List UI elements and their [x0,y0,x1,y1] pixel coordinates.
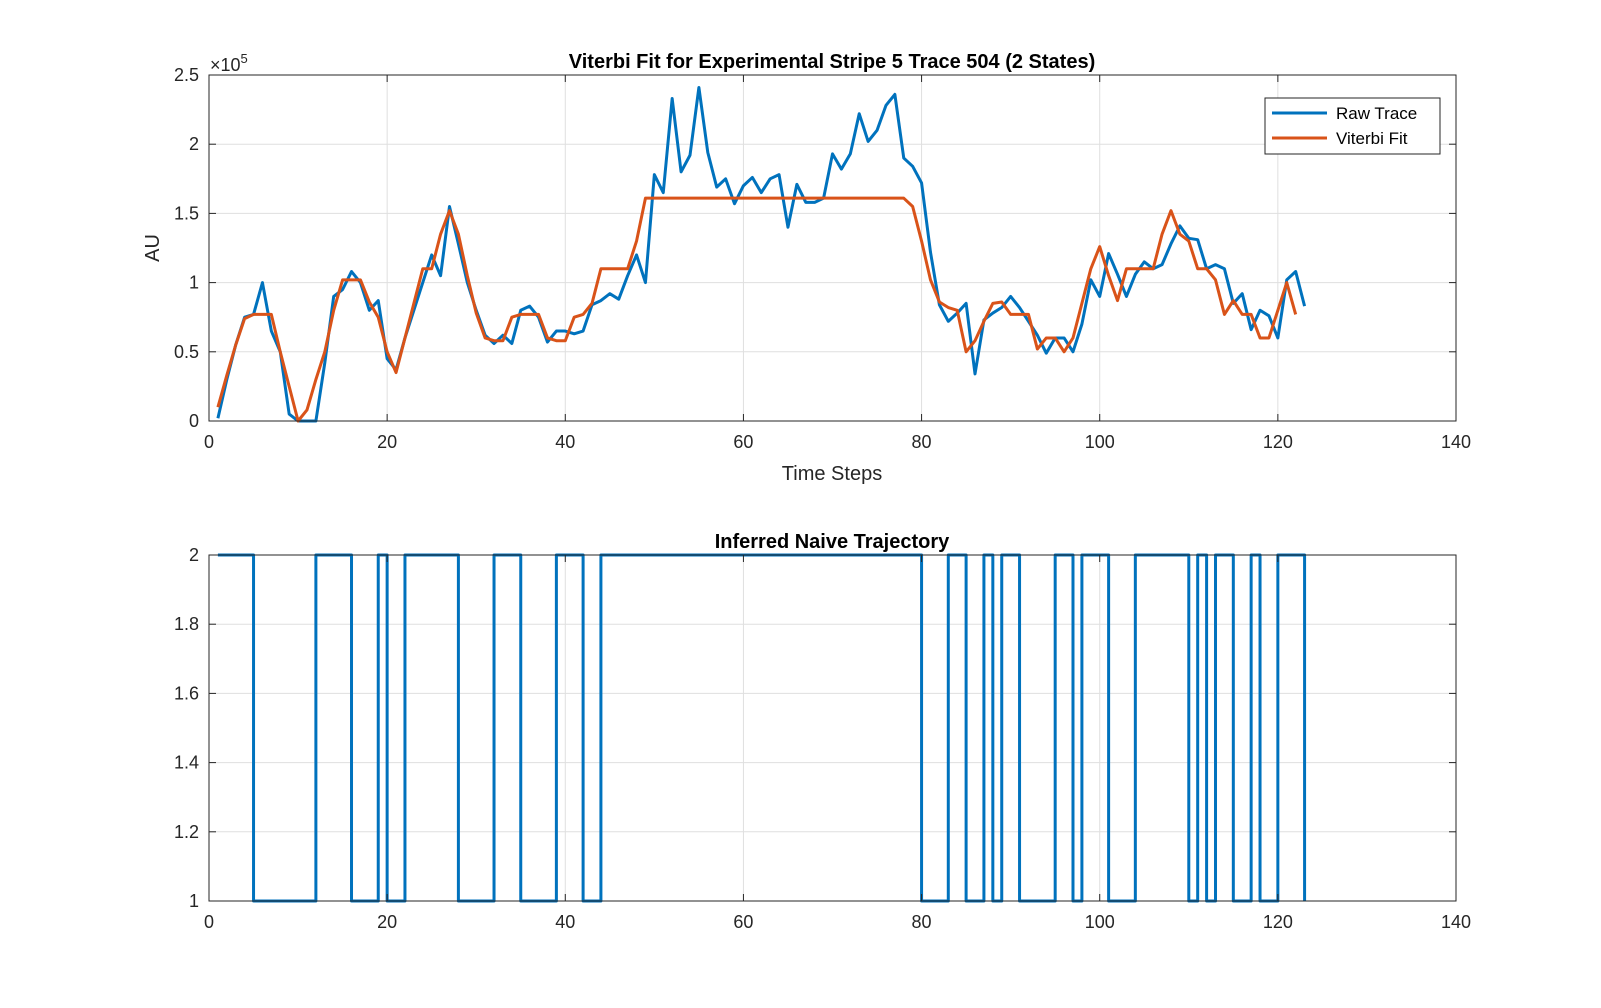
bottom-x-tick-label: 120 [1263,912,1293,932]
top-y-tick-label: 0 [189,411,199,431]
bottom-y-tick-label: 2 [189,545,199,565]
top-y-axis-label: AU [142,234,164,262]
bottom-x-tick-label: 140 [1441,912,1471,932]
top-x-tick-label: 0 [204,432,214,452]
bottom-x-tick-label: 60 [733,912,753,932]
top-x-tick-label: 140 [1441,432,1471,452]
bottom-axes-box [208,554,1457,902]
top-x-tick-label: 80 [912,432,932,452]
bottom-x-tick-label: 40 [555,912,575,932]
legend-box [1264,97,1441,155]
y-exponent-base: ×10 [210,55,241,75]
top-x-tick-label: 40 [555,432,575,452]
y-exponent-power: 5 [241,51,248,66]
top-x-tick-label: 120 [1263,432,1293,452]
top-y-tick-label: 2 [189,134,199,154]
bottom-y-tick-label: 1.8 [174,614,199,634]
bottom-y-tick-label: 1.4 [174,753,199,773]
top-ticks: 0 20 40 60 80 100 120 140 0 0.5 1 1.5 2 2.5 [174,65,1471,452]
legend-label-viterbi-fit: Viterbi Fit [1336,129,1408,148]
top-y-tick-label: 2.5 [174,65,199,85]
bottom-x-tick-label: 80 [912,912,932,932]
bottom-x-tick-label: 20 [377,912,397,932]
y-exponent-label: ×105 [210,51,248,75]
top-chart-title: Viterbi Fit for Experimental Stripe 5 Tr… [569,51,1096,73]
bottom-y-tick-label: 1 [189,891,199,911]
bottom-y-tick-label: 1.6 [174,683,199,703]
bottom-ticks: 0 20 40 60 80 100 120 140 1 1.2 1.4 1.6 1.8 2 [174,545,1471,932]
top-axes-box [208,74,1457,422]
bottom-y-tick-label: 1.2 [174,822,199,842]
series-line-viterbi-fit [216,196,1298,423]
bottom-plot-area [209,555,1456,901]
top-y-tick-label: 0.5 [174,342,199,362]
bottom-x-tick-label: 0 [204,912,214,932]
top-x-tick-label: 60 [733,432,753,452]
bottom-x-tick-label: 100 [1085,912,1115,932]
top-y-tick-label: 1 [189,273,199,293]
top-axes: 0 20 40 60 80 100 120 140 0 0.5 1 1.5 2 2.5 Viterbi F… [142,51,1471,485]
legend: Raw Trace Viterbi Fit [1264,97,1441,155]
legend-label-raw-trace: Raw Trace [1336,104,1417,123]
top-x-tick-label: 100 [1085,432,1115,452]
top-x-tick-label: 20 [377,432,397,452]
top-series [216,85,1307,423]
top-plot-area [209,75,1456,421]
bottom-axes: 0 20 40 60 80 100 120 140 1 1.2 1.4 1.6 1.8 2 Inferre… [174,531,1471,932]
top-x-axis-label: Time Steps [782,463,882,485]
top-y-tick-label: 1.5 [174,203,199,223]
bottom-chart-title: Inferred Naive Trajectory [715,531,950,553]
